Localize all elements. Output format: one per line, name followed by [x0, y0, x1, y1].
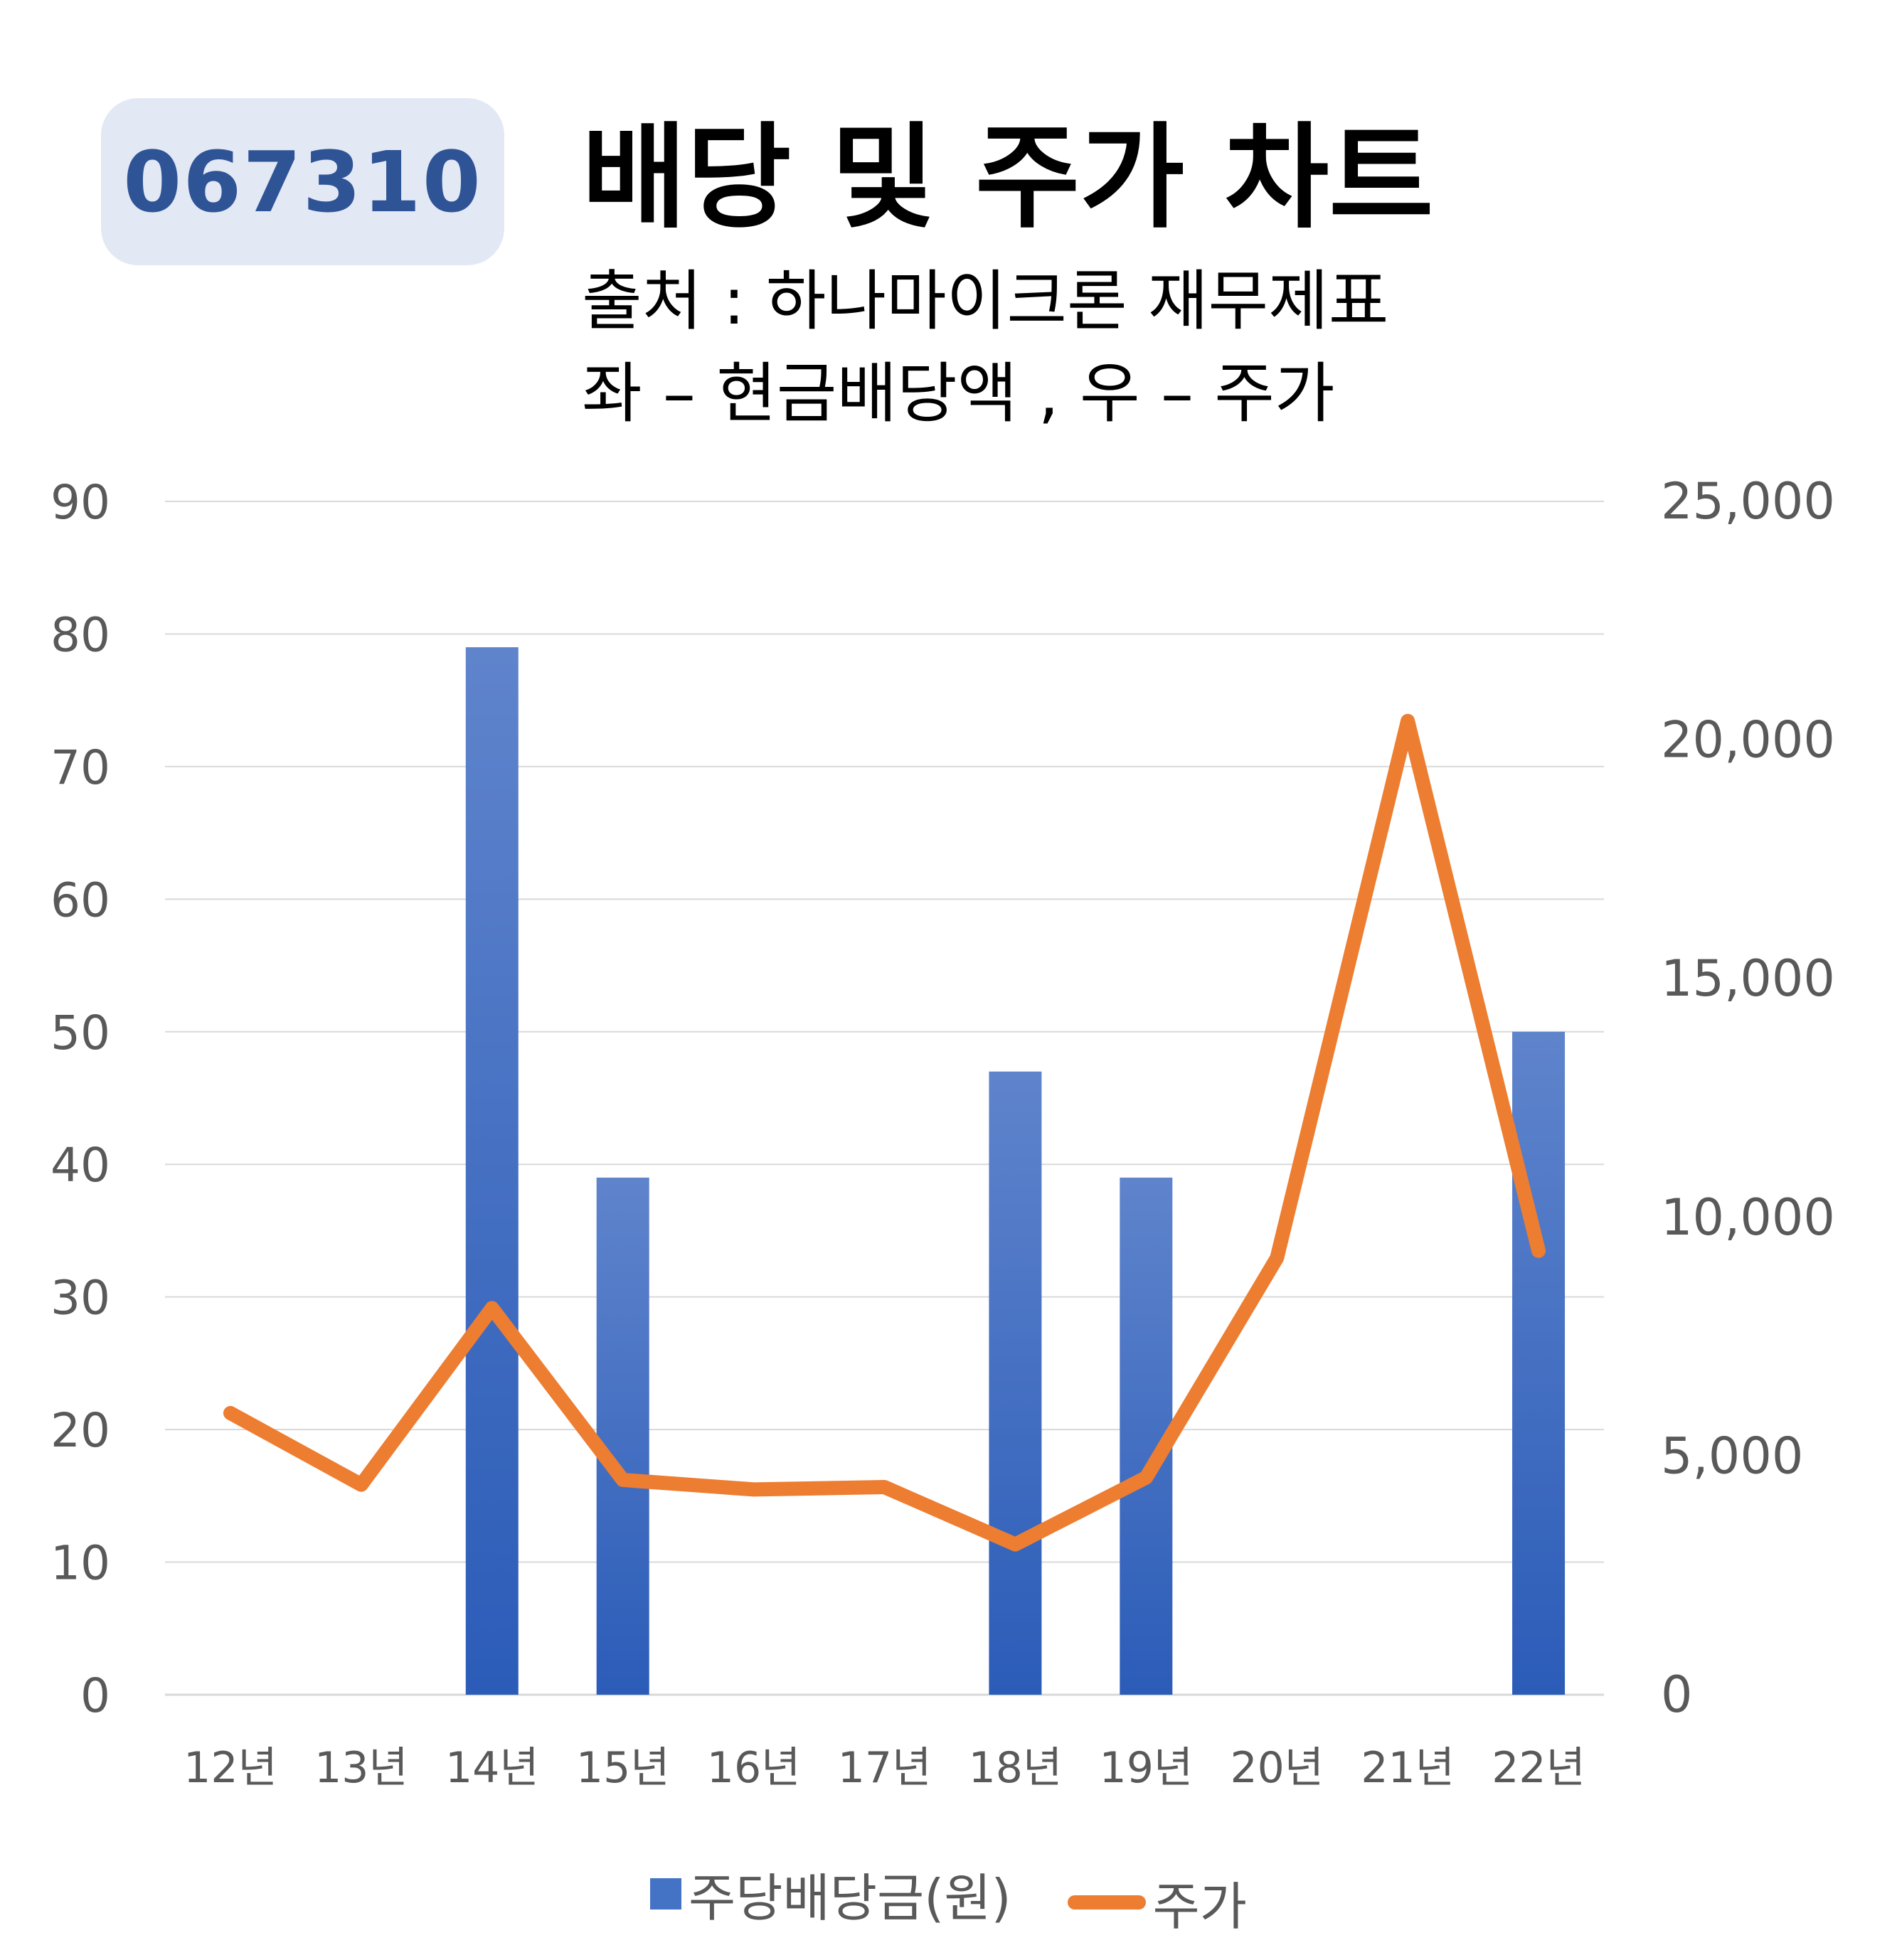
- x-axis-tick-label: 16년: [707, 1743, 801, 1793]
- dividend-bar: [596, 1177, 649, 1695]
- x-axis-tick-label: 15년: [576, 1743, 670, 1793]
- left-axis-tick-label: 60: [51, 873, 110, 927]
- dividend-bar: [1512, 1031, 1566, 1695]
- price-line: [223, 713, 1546, 1552]
- right-axis-tick-label: 25,000: [1661, 472, 1835, 531]
- dividend-bars: [465, 647, 1566, 1695]
- price-point: [620, 1476, 626, 1483]
- price-line-layer: [223, 713, 1546, 1552]
- legend: 주당배당금(원) 주가: [0, 1856, 1897, 1939]
- left-axis-tick-label: 30: [51, 1271, 110, 1326]
- left-axis-tick-label: 40: [51, 1138, 110, 1193]
- legend-line-swatch: [1067, 1895, 1146, 1910]
- legend-item-dividend[interactable]: 주당배당금(원): [650, 1856, 1011, 1931]
- x-axis-tick-label: 12년: [184, 1743, 277, 1793]
- gridlines: [165, 501, 1604, 1696]
- legend-price-label: 주가: [1152, 1877, 1247, 1937]
- left-axis-ticks: 0 10 20 30 40 50 60 70 80 90: [51, 475, 110, 1723]
- price-point: [1274, 1255, 1280, 1261]
- chart-axes-subtitle: 좌 – 현금배당액 , 우 – 주가: [582, 356, 1335, 432]
- x-axis-tick-label: 13년: [314, 1743, 408, 1793]
- right-axis-tick-label: 5,000: [1661, 1427, 1803, 1485]
- right-axis-tick-label: 15,000: [1661, 949, 1835, 1008]
- price-point: [881, 1484, 888, 1491]
- chart-source-subtitle: 출처 : 하나마이크론 재무제표: [582, 263, 1389, 339]
- price-point: [227, 1410, 233, 1416]
- legend-dividend-label: 주당배당금(원): [689, 1868, 1011, 1928]
- legend-item-price[interactable]: 주가: [1067, 1865, 1247, 1939]
- left-axis-tick-label: 0: [80, 1668, 110, 1723]
- left-axis-tick-label: 80: [51, 607, 110, 662]
- left-axis-tick-label: 70: [51, 740, 110, 795]
- legend-bar-swatch: [650, 1878, 681, 1910]
- chart-title: 배당 및 주가 차트: [582, 111, 1434, 244]
- x-axis-tick-label: 22년: [1492, 1743, 1585, 1793]
- price-point: [358, 1481, 364, 1488]
- right-axis-ticks: 0 5,000 10,000 15,000 20,000 25,000: [1661, 472, 1835, 1724]
- price-point: [1536, 1247, 1542, 1254]
- right-axis-tick-label: 10,000: [1661, 1188, 1835, 1247]
- price-point: [1012, 1541, 1019, 1548]
- dividend-bar: [989, 1071, 1042, 1695]
- price-point: [1143, 1474, 1149, 1481]
- left-axis-tick-label: 90: [51, 475, 110, 530]
- left-axis-tick-label: 20: [51, 1403, 110, 1458]
- price-point: [750, 1486, 757, 1493]
- right-axis-tick-label: 0: [1661, 1666, 1693, 1724]
- x-axis-tick-label: 17년: [838, 1743, 932, 1793]
- ticker-badge: 067310: [101, 98, 504, 265]
- ticker-code: 067310: [123, 132, 482, 231]
- x-axis-tick-label: 14년: [445, 1743, 539, 1793]
- left-axis-tick-label: 10: [51, 1536, 110, 1591]
- right-axis-tick-label: 20,000: [1661, 711, 1835, 769]
- dividend-bar: [465, 647, 519, 1695]
- price-point: [489, 1305, 495, 1311]
- x-axis-ticks: 12년 13년 14년 15년 16년 17년 18년 19년 20년 21년 22년: [184, 1743, 1585, 1793]
- price-point: [1405, 718, 1411, 724]
- x-axis-tick-label: 19년: [1100, 1743, 1194, 1793]
- x-axis-tick-label: 20년: [1230, 1743, 1324, 1793]
- left-axis-tick-label: 50: [51, 1006, 110, 1060]
- x-axis-tick-label: 21년: [1361, 1743, 1455, 1793]
- x-axis-tick-label: 18년: [969, 1743, 1063, 1793]
